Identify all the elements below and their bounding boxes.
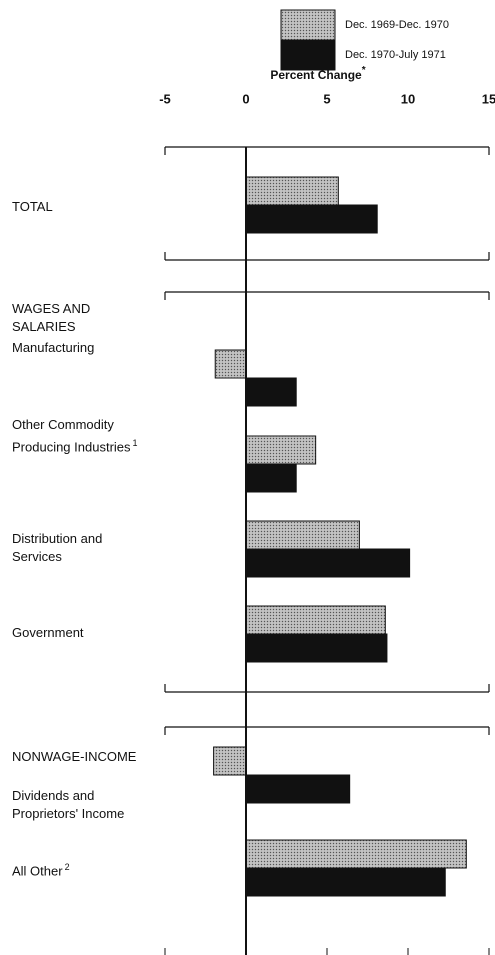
section-title: WAGES AND SALARIES	[12, 301, 91, 334]
category-text: Other Commodity Producing Industries	[12, 417, 131, 455]
bar	[245, 548, 411, 578]
bar	[245, 839, 467, 869]
legend-swatch	[280, 39, 336, 71]
x-tick-label: 15	[482, 91, 495, 106]
category-text: Distribution and Services	[12, 531, 103, 564]
bar	[245, 377, 297, 407]
bar	[245, 435, 317, 465]
bar	[213, 746, 247, 776]
category-label: Distribution and Services	[12, 530, 154, 566]
bar	[245, 867, 446, 897]
axis-title-text: Percent Change	[270, 68, 362, 82]
bar	[245, 605, 386, 635]
x-tick-label: 0	[242, 91, 249, 106]
bar	[214, 349, 247, 379]
category-label: Other Commodity Producing Industries 1	[12, 416, 154, 456]
x-tick-label: 10	[401, 91, 415, 106]
category-text: Government	[12, 625, 84, 640]
category-text: TOTAL	[12, 199, 53, 214]
legend-label: Dec. 1970-July 1971	[345, 49, 446, 61]
bar	[245, 633, 388, 663]
x-tick-label: 5	[323, 91, 330, 106]
category-label: Manufacturing	[12, 339, 154, 357]
category-note: 1	[132, 438, 138, 448]
axis-title: Percent Change*	[270, 65, 365, 83]
bar	[245, 463, 297, 493]
category-label: TOTAL	[12, 198, 154, 216]
axis-title-note: *	[362, 65, 366, 76]
category-label: All Other 2	[12, 858, 154, 880]
category-label: Government	[12, 624, 154, 642]
category-text: All Other	[12, 863, 63, 879]
category-text: Manufacturing	[12, 340, 95, 355]
category-text: Dividends and Proprietors' Income	[12, 788, 125, 821]
legend-label: Dec. 1969-Dec. 1970	[345, 19, 449, 31]
category-note: 2	[64, 862, 70, 872]
legend-swatch	[280, 9, 336, 41]
category-label: Dividends and Proprietors' Income	[12, 787, 154, 823]
bar	[245, 204, 378, 234]
section-title: NONWAGE-INCOME	[12, 749, 137, 764]
bar	[245, 774, 351, 804]
bar	[245, 520, 360, 550]
x-tick-label: -5	[159, 91, 171, 106]
bar	[245, 176, 339, 206]
